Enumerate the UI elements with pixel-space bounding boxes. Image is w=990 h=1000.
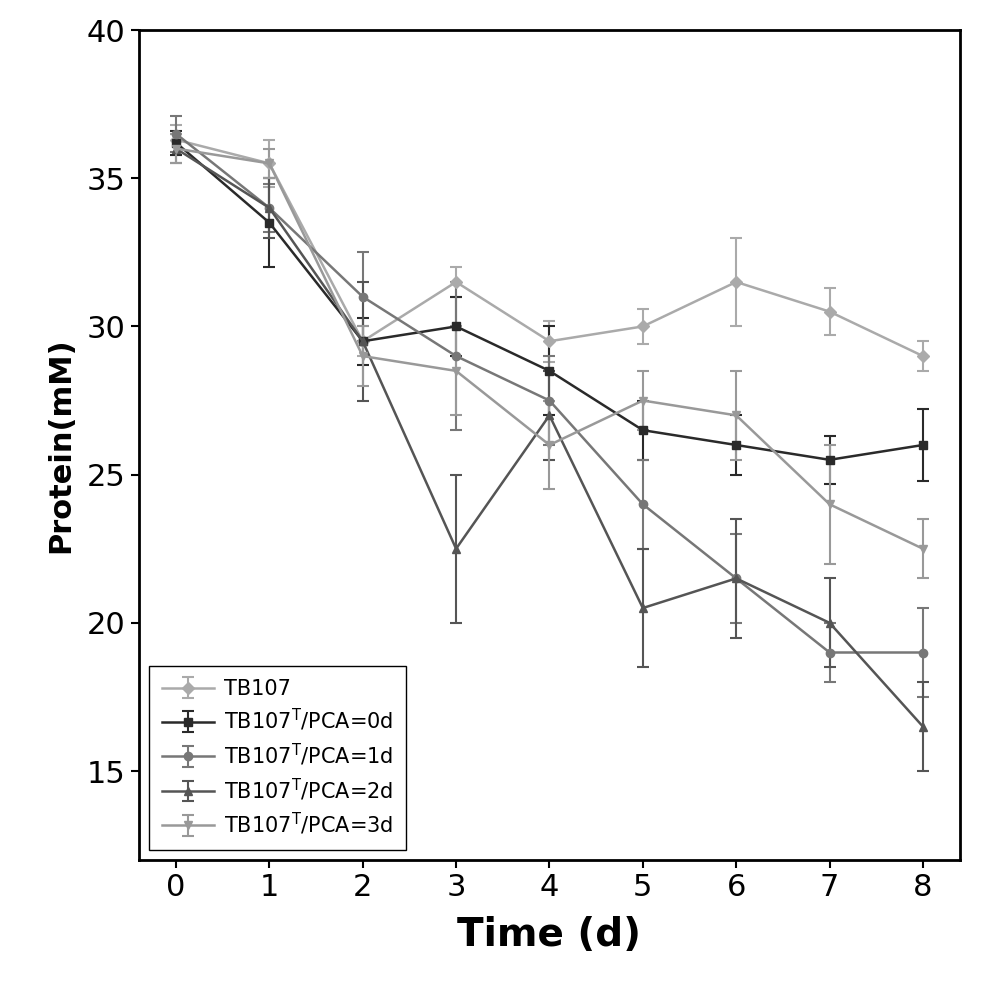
Legend: TB107, TB107$^\mathrm{T}$/PCA=0d, TB107$^\mathrm{T}$/PCA=1d, TB107$^\mathrm{T}$/: TB107, TB107$^\mathrm{T}$/PCA=0d, TB107$… [149,666,406,850]
Y-axis label: Protein(mM): Protein(mM) [47,337,75,553]
X-axis label: Time (d): Time (d) [457,916,642,954]
